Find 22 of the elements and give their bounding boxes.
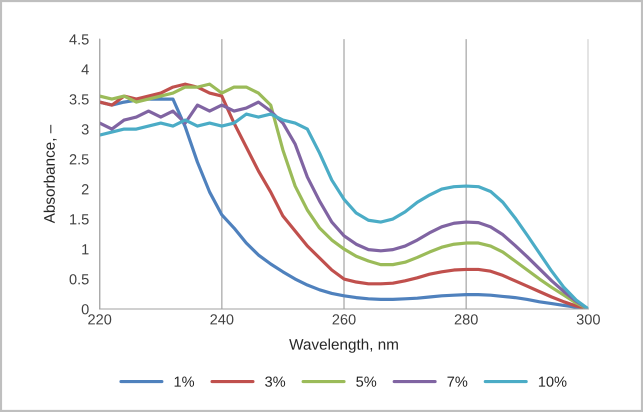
x-tick-label: 220	[88, 314, 112, 325]
y-tick-label: 4.5	[69, 34, 89, 45]
x-tick-label: 260	[332, 314, 356, 325]
legend-label: 1%	[174, 376, 194, 387]
y-tick-label: 0.5	[70, 274, 89, 284]
x-tick-label: 280	[454, 314, 478, 325]
y-tick-label: 2	[82, 184, 89, 194]
y-tick-label: 1	[82, 244, 89, 254]
x-tick-label: 300	[576, 314, 600, 325]
legend-label: 7%	[447, 376, 468, 387]
y-tick-label: 1.5	[70, 214, 89, 224]
y-axis-title: Absorbance, –	[44, 124, 57, 224]
legend-label: 10%	[538, 376, 566, 387]
legend-label: 5%	[356, 376, 376, 387]
x-axis-title: Wavelength, nm	[289, 338, 398, 353]
y-tick-label: 3	[82, 124, 89, 135]
y-tick-label: 3.5	[70, 94, 89, 105]
legend-label: 3%	[265, 376, 286, 387]
x-tick-label: 240	[210, 314, 234, 325]
y-tick-label: 0	[82, 304, 89, 314]
y-tick-label: 4	[81, 64, 89, 74]
y-tick-label: 2.5	[70, 154, 89, 165]
